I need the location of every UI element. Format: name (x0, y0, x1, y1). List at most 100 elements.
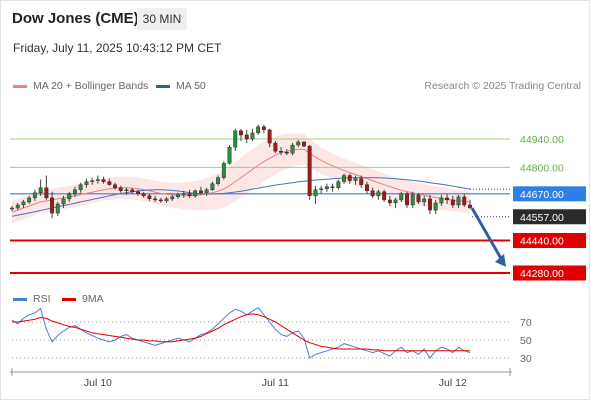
candle-body (416, 194, 421, 203)
rsi-swatch (13, 297, 27, 301)
legend-9ma-label: 9MA (82, 293, 104, 305)
candle-body (118, 187, 123, 191)
candle-body (342, 175, 346, 182)
candle-body (450, 199, 455, 206)
research-credit: Research © 2025 Trading Central (424, 80, 581, 92)
legend-rsi-label: RSI (33, 293, 51, 305)
candle-body (347, 175, 352, 181)
candle-body (410, 194, 415, 206)
candle-body (405, 193, 409, 206)
candle-body (198, 190, 203, 194)
forecast-arrow-head (495, 253, 506, 267)
candle-body (44, 187, 49, 199)
price-tag-44557.00: 44557.00 (520, 212, 564, 224)
candle-body (428, 198, 432, 211)
instrument-title: Dow Jones (CME) (12, 10, 139, 27)
candle-body (204, 189, 209, 194)
price-tag-44670.00: 44670.00 (520, 189, 564, 201)
ma50-swatch (156, 84, 170, 88)
candle-body (256, 126, 261, 134)
candle-body (445, 197, 449, 201)
candle-body (84, 181, 89, 185)
candle-body (50, 197, 54, 214)
legend-ma20: MA 20 + Bollinger Bands (13, 80, 148, 92)
candle-body (376, 191, 381, 197)
candle-body (78, 184, 83, 190)
price-tag-bg (513, 209, 586, 225)
ma50-line (11, 177, 471, 217)
candle-body (113, 184, 118, 188)
candle-body (353, 178, 358, 181)
candle-body (244, 134, 249, 140)
candle-body (95, 179, 100, 181)
legend-rsi: RSI (13, 293, 51, 305)
candle-body (153, 198, 158, 201)
candle-body (164, 198, 169, 202)
candle-body (210, 183, 215, 190)
price-tag-bg (513, 186, 586, 202)
candle-body (296, 141, 301, 146)
candle-body (359, 178, 364, 185)
price-tag-bg (513, 265, 586, 281)
candle-body (193, 190, 198, 197)
candle-body (227, 146, 232, 164)
legend-ma50: MA 50 (156, 80, 206, 92)
timeframe-badge[interactable]: 30 MIN (137, 8, 187, 30)
price-tag-44800.00: 44800.00 (520, 162, 564, 174)
candle-body (238, 130, 243, 136)
ma20-swatch (13, 84, 27, 88)
bollinger-band (12, 133, 470, 224)
candle-body (135, 191, 140, 195)
rsi-line (11, 306, 471, 359)
datetime-label: Friday, July 11, 2025 10:43:12 PM CET (13, 41, 222, 55)
legend-9ma: 9MA (62, 293, 104, 305)
legend-ma50-label: MA 50 (176, 80, 206, 92)
candle-body (38, 187, 43, 193)
candle-body (382, 191, 387, 201)
candle-body (124, 189, 129, 192)
ma20-line (11, 148, 471, 213)
candle-body (176, 194, 181, 198)
candle-body (468, 204, 472, 208)
candle-body (313, 189, 318, 197)
rsi-tick-50: 50 (520, 335, 532, 347)
price-tag-44280.00: 44280.00 (520, 268, 564, 280)
rsi-9ma-line (12, 313, 470, 352)
candle-body (456, 196, 461, 206)
candle-body (250, 132, 255, 140)
candle-body (290, 144, 295, 154)
candle-body (324, 186, 329, 189)
candle-body (393, 199, 398, 204)
candle-body (433, 202, 438, 211)
candle-body (370, 190, 375, 197)
x-tick-Jul-11: Jul 11 (262, 377, 289, 389)
candle-body (387, 199, 392, 204)
candle-body (261, 126, 266, 131)
candle-body (399, 193, 404, 201)
candle-body (170, 196, 175, 200)
candle-body (15, 204, 20, 209)
candle-body (101, 179, 106, 182)
legend-ma20-label: MA 20 + Bollinger Bands (33, 80, 149, 92)
candle-body (267, 129, 272, 144)
candle-body (107, 181, 112, 185)
candle-body (147, 195, 152, 200)
candle-body (21, 201, 26, 206)
candle-body (284, 151, 289, 154)
candle-body (302, 141, 306, 147)
candle-body (273, 142, 278, 152)
rsi-tick-30: 30 (520, 353, 532, 365)
candle-body (158, 199, 163, 202)
candle-body (319, 188, 324, 190)
candle-body (422, 198, 427, 203)
candle-body (61, 198, 66, 205)
candle-body (336, 181, 341, 188)
candle-body (27, 197, 32, 203)
candle-body (216, 177, 221, 184)
candle-body (90, 180, 95, 182)
candle-body (233, 130, 238, 148)
candle-body (187, 193, 192, 197)
candle-body (181, 193, 186, 196)
candle-body (130, 189, 135, 193)
